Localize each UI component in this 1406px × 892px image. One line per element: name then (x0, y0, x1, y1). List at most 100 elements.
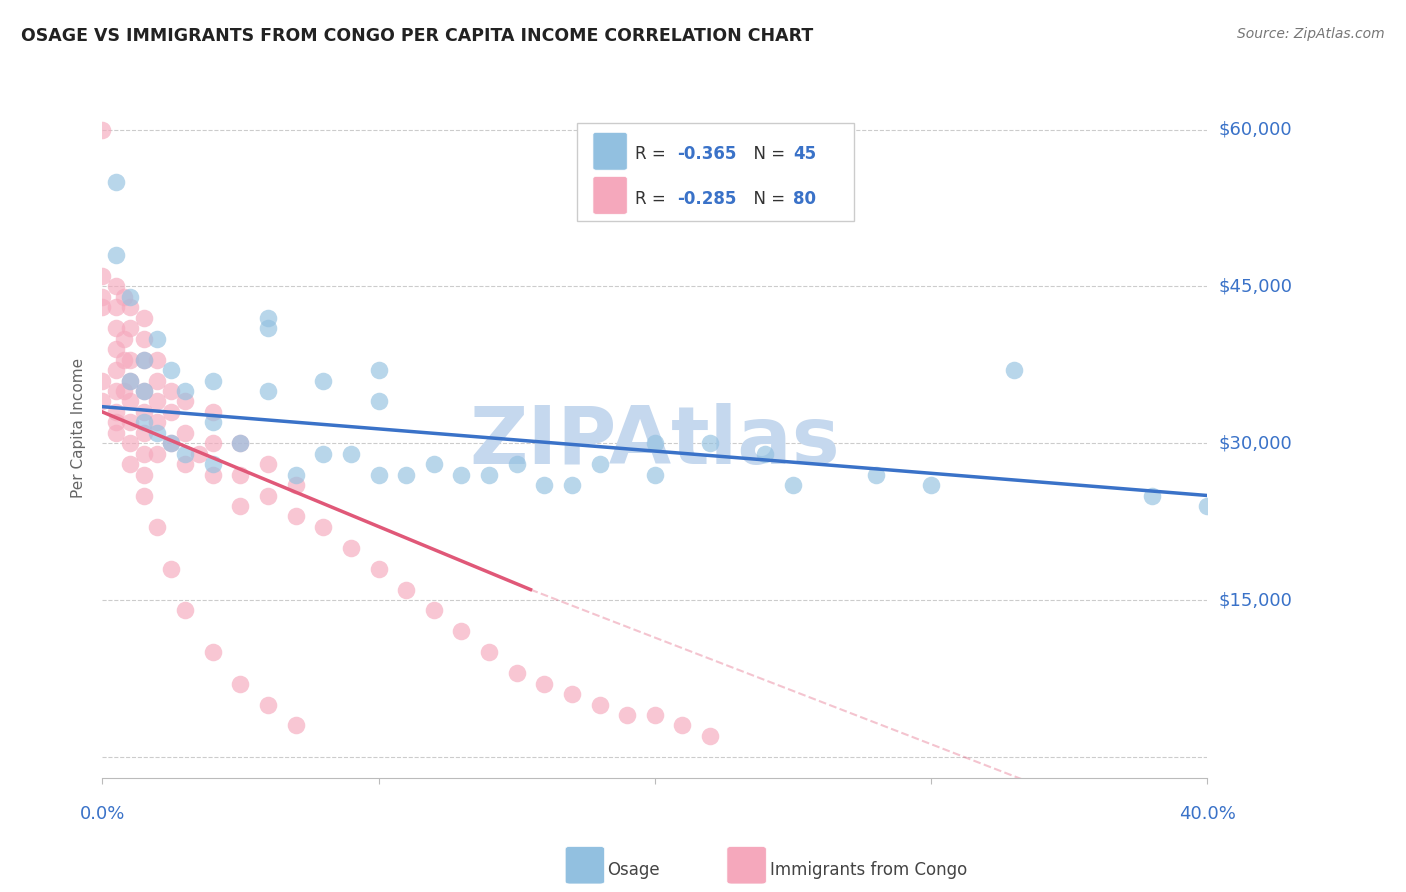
Point (160, 405, 183, 419)
Point (105, 405, 128, 419)
Point (505, 457, 527, 471)
Point (118, 436, 141, 450)
Point (174, 447, 197, 461)
Point (174, 384, 197, 398)
Text: R =: R = (636, 145, 671, 163)
Text: Osage: Osage (607, 861, 659, 879)
Point (118, 374, 141, 388)
Point (201, 415, 224, 429)
Point (105, 425, 128, 440)
Point (91, 374, 114, 388)
Point (616, 708, 638, 723)
Point (257, 310, 280, 325)
Point (478, 467, 501, 482)
Point (257, 457, 280, 471)
Point (1140, 489, 1163, 503)
Point (105, 321, 128, 335)
Point (201, 405, 224, 419)
Point (312, 374, 335, 388)
Point (284, 509, 307, 524)
Point (132, 447, 155, 461)
Point (105, 415, 128, 429)
Text: Immigrants from Congo: Immigrants from Congo (770, 861, 967, 879)
Point (284, 478, 307, 492)
Point (174, 457, 197, 471)
Point (105, 342, 128, 356)
Text: 40.0%: 40.0% (1180, 805, 1236, 823)
Point (112, 332, 135, 346)
Point (132, 352, 155, 367)
Point (284, 718, 307, 732)
Text: N =: N = (744, 190, 790, 208)
Point (561, 478, 583, 492)
Point (146, 352, 169, 367)
Point (201, 467, 224, 482)
Point (146, 332, 169, 346)
Point (257, 321, 280, 335)
Point (450, 624, 472, 639)
Text: -0.285: -0.285 (676, 190, 737, 208)
Point (367, 467, 389, 482)
Point (201, 645, 224, 659)
Point (395, 582, 418, 597)
Point (782, 478, 804, 492)
Point (505, 666, 527, 681)
Point (588, 457, 610, 471)
Point (132, 332, 155, 346)
Point (229, 499, 252, 513)
Point (118, 352, 141, 367)
Point (105, 175, 128, 189)
Point (146, 447, 169, 461)
Point (229, 436, 252, 450)
Point (865, 467, 887, 482)
Point (367, 363, 389, 377)
Point (174, 394, 197, 409)
Point (146, 415, 169, 429)
Point (132, 352, 155, 367)
Point (118, 321, 141, 335)
Point (132, 405, 155, 419)
Point (118, 374, 141, 388)
Point (754, 447, 776, 461)
Point (112, 290, 135, 304)
Text: 45: 45 (793, 145, 815, 163)
Point (132, 310, 155, 325)
Point (118, 290, 141, 304)
Point (367, 394, 389, 409)
Point (478, 645, 501, 659)
Point (146, 425, 169, 440)
Point (367, 562, 389, 576)
FancyBboxPatch shape (578, 123, 853, 221)
Point (91, 394, 114, 409)
Point (533, 676, 555, 690)
Text: $45,000: $45,000 (1219, 277, 1292, 295)
Point (132, 384, 155, 398)
Point (312, 447, 335, 461)
Point (699, 436, 721, 450)
Point (132, 384, 155, 398)
Point (91, 290, 114, 304)
Point (395, 467, 418, 482)
Point (533, 478, 555, 492)
Point (920, 478, 942, 492)
Point (160, 562, 183, 576)
Point (105, 279, 128, 293)
Text: ZIPAtlas: ZIPAtlas (470, 402, 841, 481)
Text: R =: R = (636, 190, 671, 208)
Point (118, 457, 141, 471)
Point (450, 467, 472, 482)
Point (146, 374, 169, 388)
Point (160, 363, 183, 377)
Point (201, 374, 224, 388)
Point (423, 457, 446, 471)
Point (201, 457, 224, 471)
Point (257, 489, 280, 503)
Point (644, 467, 666, 482)
Point (201, 436, 224, 450)
Point (91, 268, 114, 283)
Point (588, 698, 610, 712)
Point (132, 489, 155, 503)
FancyBboxPatch shape (593, 132, 627, 170)
Text: 80: 80 (793, 190, 815, 208)
Point (105, 363, 128, 377)
